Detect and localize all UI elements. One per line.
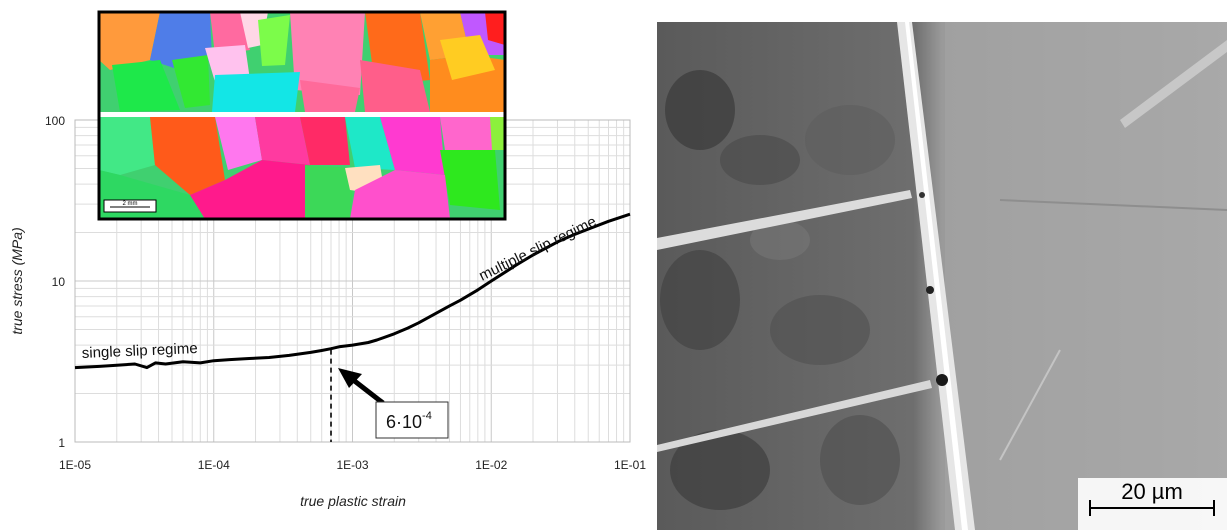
multiple-slip-label: multiple slip regime: [476, 213, 599, 285]
x-tick-label: 1E-03: [336, 458, 368, 472]
transition-arrow: [338, 368, 385, 405]
y-tick-label: 1: [58, 436, 65, 450]
inset-scale-bar: 2 mm: [103, 199, 157, 213]
stress-strain-curve: [74, 212, 631, 370]
y-tick-label: 10: [52, 275, 66, 289]
transition-callout-label: 6·10-4: [386, 410, 432, 432]
y-axis-title: true stress (MPa): [9, 227, 25, 334]
y-tick-label: 100: [45, 114, 65, 128]
tick-labels: 1E-05 1E-04 1E-03 1E-02 1E-01 1 10 100: [45, 114, 646, 472]
x-axis-title: true plastic strain: [300, 493, 406, 509]
x-tick-label: 1E-01: [614, 458, 646, 472]
sem-micrograph: [657, 22, 1227, 530]
transition-callout-box: [375, 401, 449, 439]
ebsd-grain-map-inset: [97, 10, 507, 221]
inset-scale-label: 2 mm: [123, 201, 138, 207]
x-tick-label: 1E-05: [59, 458, 91, 472]
sem-scale-bar: 20 µm: [1078, 478, 1227, 530]
x-tick-label: 1E-02: [475, 458, 507, 472]
x-tick-label: 1E-04: [198, 458, 230, 472]
single-slip-label: single slip regime: [81, 340, 198, 362]
sem-scale-label: 20 µm: [1121, 479, 1183, 504]
